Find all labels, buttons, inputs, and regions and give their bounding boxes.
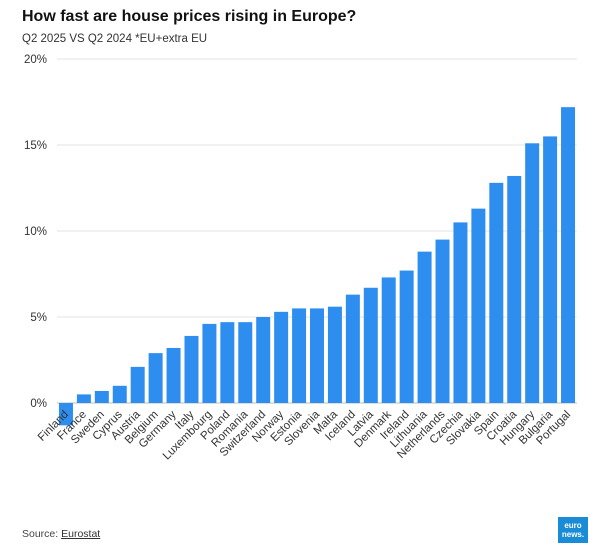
bar-estonia [292,308,307,403]
bar-iceland [345,294,360,403]
bar-norway [274,311,289,403]
y-tick-label: 15% [24,140,47,152]
bar-malta [327,306,342,403]
chart-title: How fast are house prices rising in Euro… [22,8,357,25]
bar-denmark [381,277,396,403]
bar-bulgaria [543,136,558,403]
bar-finland [58,403,73,426]
bar-germany [166,347,181,403]
bar-czechia [453,222,468,403]
bar-ireland [399,270,414,403]
bar-france [76,394,91,403]
logo-line-2: news. [561,530,585,539]
bar-slovakia [471,208,486,403]
bar-hungary [525,143,540,403]
bar-croatia [507,175,522,403]
y-axis-ticks: 0% 5% 10% 15% 20% [24,54,47,410]
bar-italy [184,335,199,403]
bar-romania [238,322,253,403]
bar-slovenia [310,308,324,403]
y-tick-label: 0% [30,398,47,410]
euronews-logo: euro news. [558,517,588,543]
bars [58,107,576,426]
bar-latvia [363,287,378,403]
logo-line-1: euro [564,521,582,530]
source-note: Source: Eurostat [22,528,100,540]
y-tick-label: 20% [24,54,47,66]
y-tick-label: 10% [24,226,47,238]
bar-cyprus [112,385,127,403]
bar-switzerland [256,317,271,403]
bar-lithuania [417,251,432,403]
source-label: Source: [22,528,59,540]
bar-chart: 0% 5% 10% 15% 20% FinlandFranceSwedenCyprusA… [24,54,577,462]
bar-belgium [148,353,163,403]
bar-netherlands [435,239,450,403]
chart-subtitle: Q2 2025 VS Q2 2024 *EU+extra EU [22,33,208,45]
bar-austria [130,366,145,403]
source-link[interactable]: Eurostat [61,528,101,540]
bar-sweden [94,390,109,403]
bar-portugal [561,107,576,403]
y-tick-label: 5% [30,312,47,324]
bar-poland [220,322,235,403]
x-axis-labels: FinlandFranceSwedenCyprusAustriaBelgiumG… [36,408,573,462]
bar-luxembourg [202,323,217,403]
bar-spain [489,182,504,403]
